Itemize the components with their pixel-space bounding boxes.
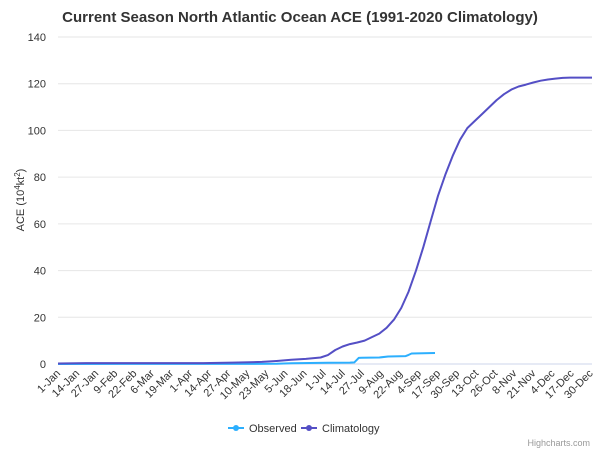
y-tick-label: 20 [34, 312, 46, 324]
y-tick-label: 120 [28, 79, 46, 91]
legend-marker-climatology [306, 425, 312, 431]
y-tick-label: 80 [34, 172, 46, 184]
grid-lines [58, 36, 592, 365]
y-tick-labels: 0 20 40 60 80 100 120 140 [28, 32, 46, 371]
chart-title: Current Season North Atlantic Ocean ACE … [62, 9, 538, 26]
series-line-observed[interactable] [57, 352, 436, 365]
y-tick-label: 60 [34, 219, 46, 231]
legend-label-observed: Observed [249, 423, 297, 435]
y-tick-label: 40 [34, 266, 46, 278]
y-tick-label: 0 [40, 359, 46, 371]
y-tick-label: 100 [28, 125, 46, 137]
series-line-climatology[interactable] [57, 76, 592, 365]
x-tick-labels: 1-Jan14-Jan27-Jan9-Feb22-Feb6-Mar19-Mar1… [35, 367, 596, 402]
legend-item-climatology[interactable]: Climatology [301, 423, 380, 435]
credit-link[interactable]: Highcharts.com [527, 438, 590, 448]
legend-label-climatology: Climatology [322, 423, 380, 435]
legend: Observed Climatology [228, 423, 380, 435]
y-tick-label: 140 [28, 32, 46, 44]
y-axis-label: ACE (104kt2) [13, 169, 27, 232]
series-lines [57, 76, 592, 365]
legend-item-observed[interactable]: Observed [228, 423, 297, 435]
legend-marker-observed [233, 425, 239, 431]
